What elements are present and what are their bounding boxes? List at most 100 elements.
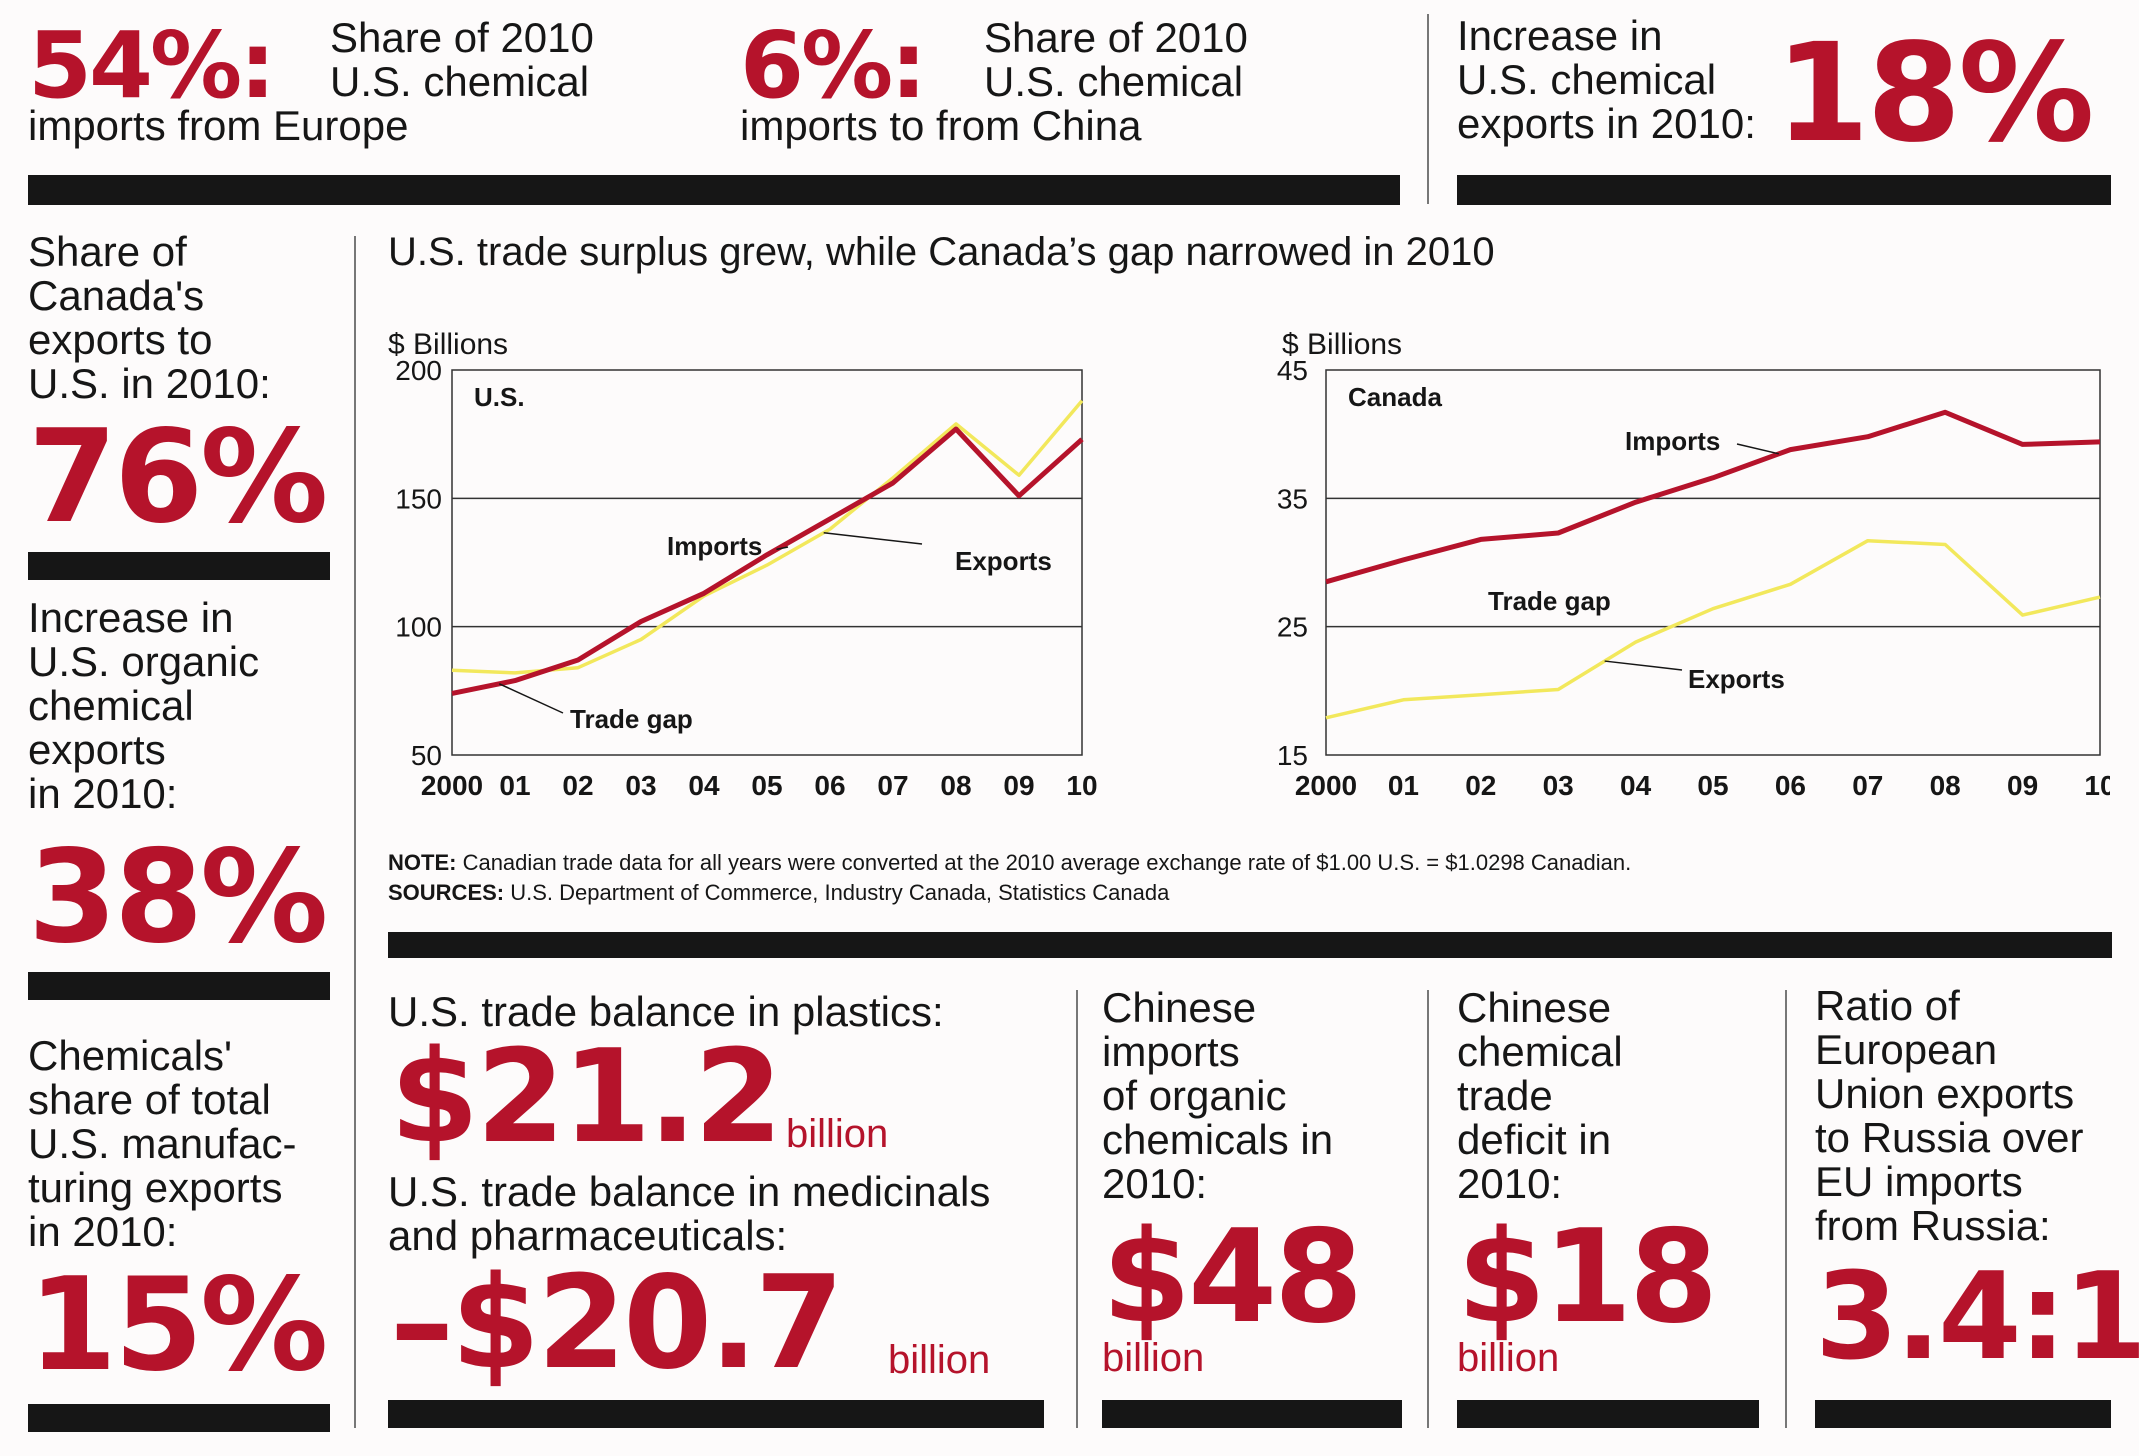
column-divider [1785, 990, 1787, 1428]
stat-label: and pharmaceuticals: [388, 1212, 788, 1259]
divider-bar [1815, 1400, 2111, 1428]
y-tick-label: 200 [395, 355, 442, 386]
stat-label: exports [28, 726, 166, 773]
stat-eu-russia-ratio: Ratio of European Union exports to Russi… [1815, 982, 2139, 1387]
stat-value: 54%: [28, 12, 276, 119]
plot-frame [1325, 369, 2101, 756]
stat-label: imports to from China [740, 102, 1142, 149]
x-tick-label: 09 [1003, 770, 1034, 801]
stat-label: EU imports [1815, 1158, 2023, 1205]
stat-label: U.S. trade balance in plastics: [388, 988, 944, 1035]
stat-value: 18% [1775, 15, 2095, 173]
stat-label: chemicals in [1102, 1116, 1334, 1163]
stat-label: European [1815, 1026, 1998, 1073]
stat-label: U.S. organic [28, 638, 260, 685]
stat-label: Increase in [28, 594, 234, 641]
column-divider [1427, 990, 1429, 1428]
annotation-imports: Imports [1625, 426, 1720, 456]
stat-value: $18 [1457, 1203, 1718, 1352]
stat-label: chemical [28, 682, 194, 729]
stat-unit: billion [1102, 1336, 1205, 1380]
stat-unit: billion [786, 1112, 889, 1156]
stat-value: –$20.7 [390, 1249, 844, 1398]
stat-organic-exports: Increase in U.S. organic chemical export… [28, 596, 348, 962]
x-tick-label: 08 [940, 770, 971, 801]
divider-bar [28, 175, 1400, 205]
x-tick-label: 07 [1852, 770, 1883, 801]
stat-label: in 2010: [28, 1208, 178, 1255]
divider-bar [28, 552, 330, 580]
stat-chinese-organic-imports: Chinese imports of organic chemicals in … [1102, 986, 1432, 1381]
stat-value: 76% [28, 403, 328, 552]
divider-bar [388, 1400, 1044, 1428]
stat-manufacturing-share: Chemicals' share of total U.S. manufac- … [28, 1034, 348, 1390]
x-tick-label: 06 [814, 770, 845, 801]
annotation-trade-gap: Trade gap [570, 704, 693, 734]
y-tick-label: 45 [1277, 355, 1308, 386]
stat-label: Ratio of [1815, 982, 1960, 1029]
stat-label: Chemicals' [28, 1032, 233, 1079]
stat-value: 38% [28, 823, 328, 972]
chart-sources: SOURCES: U.S. Department of Commerce, In… [388, 878, 1169, 908]
annotation-leader-line [498, 683, 564, 714]
x-tick-label: 05 [751, 770, 782, 801]
y-tick-label: 25 [1277, 612, 1308, 643]
divider-bar [388, 932, 2112, 958]
stat-label: chemical [1457, 1028, 1623, 1075]
stat-value: 3.4:1 [1815, 1248, 2139, 1387]
stat-value: 15% [28, 1251, 328, 1400]
note-label: NOTE: [388, 850, 457, 875]
annotation-leader-line [776, 546, 789, 551]
stat-canada-share: Share of Canada's exports to U.S. in 201… [28, 230, 348, 542]
annotation-leader-line [823, 531, 923, 545]
y-tick-label: 35 [1277, 483, 1308, 514]
divider-bar [1457, 175, 2111, 205]
stat-label: deficit in [1457, 1116, 1612, 1163]
divider-bar [1102, 1400, 1402, 1428]
y-axis-label: $ Billions [388, 328, 508, 361]
stat-label: U.S. chemical [984, 58, 1244, 105]
x-tick-label: 01 [499, 770, 530, 801]
x-tick-label: 03 [625, 770, 656, 801]
stat-label: exports to [28, 316, 213, 363]
x-tick-label: 2000 [1295, 770, 1357, 801]
x-tick-label: 03 [1543, 770, 1574, 801]
x-tick-label: 2000 [421, 770, 483, 801]
column-divider [1427, 14, 1429, 204]
y-tick-label: 15 [1277, 740, 1308, 771]
stat-label: imports from Europe [28, 102, 409, 149]
stat-value: 6%: [740, 12, 927, 119]
x-tick-label: 10 [2084, 770, 2110, 801]
divider-bar [28, 1404, 330, 1432]
sources-label: SOURCES: [388, 880, 505, 905]
column-divider [1076, 990, 1078, 1428]
note-text: Canadian trade data for all years were c… [462, 850, 1632, 875]
panel-label: Canada [1348, 382, 1442, 412]
stat-label: Share of 2010 [984, 14, 1248, 61]
us-trade-chart: $ Billions 50 100 150 200 2000 01 02 03 04 05 06 07 0… [388, 328, 1098, 801]
stat-label: Canada's [28, 272, 205, 319]
stat-label: Chinese [1102, 984, 1257, 1031]
stat-label: Share of [28, 228, 187, 275]
stat-value: $21.2 [390, 1023, 783, 1172]
stat-label: U.S. chemical [1457, 56, 1717, 103]
stat-plastics-balance: U.S. trade balance in plastics: $21.2 bi… [388, 988, 1068, 1162]
stat-label: U.S. chemical [330, 58, 590, 105]
stat-unit: billion [888, 1338, 991, 1382]
stat-label: turing exports [28, 1164, 283, 1211]
stat-label: to Russia over [1815, 1114, 2084, 1161]
x-tick-label: 02 [562, 770, 593, 801]
stat-label: Increase in [1457, 12, 1663, 59]
stat-label: U.S. in 2010: [28, 360, 271, 407]
stat-medicinals-balance: U.S. trade balance in medicinals and pha… [388, 1170, 1068, 1388]
x-tick-label: 10 [1066, 770, 1097, 801]
x-tick-label: 08 [1930, 770, 1961, 801]
annotation-exports: Exports [955, 546, 1052, 576]
annotation-imports: Imports [667, 531, 762, 561]
x-tick-label: 01 [1388, 770, 1419, 801]
annotation-trade-gap: Trade gap [1488, 586, 1611, 616]
canada-trade-chart: $ Billions 15 25 35 45 2000 01 02 03 04 05 06 07 08 09… [1277, 328, 2110, 801]
stat-label: Union exports [1815, 1070, 2075, 1117]
divider-bar [28, 972, 330, 1000]
annotation-leader-line [1736, 443, 1779, 455]
